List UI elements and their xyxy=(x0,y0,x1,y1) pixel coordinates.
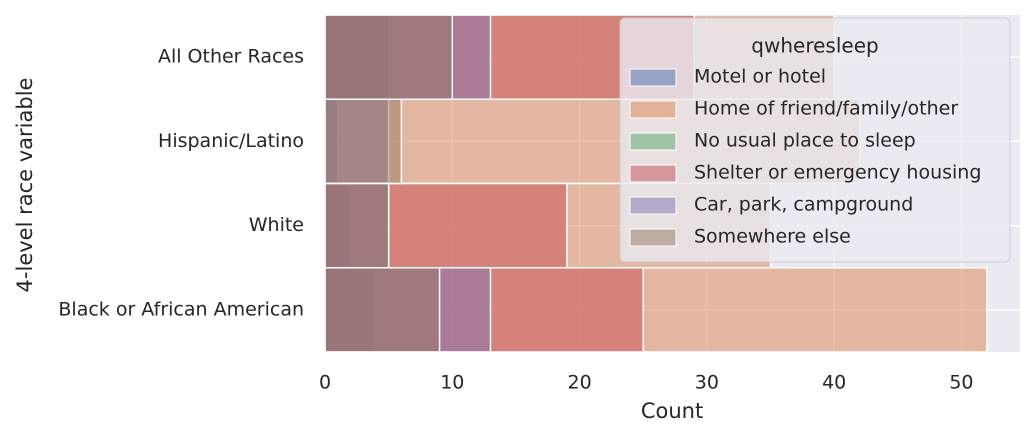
legend-swatch xyxy=(629,196,677,215)
x-tick-label: 40 xyxy=(822,372,846,394)
bar xyxy=(324,182,390,269)
legend-label: Shelter or emergency housing xyxy=(694,162,981,184)
legend-label: Home of friend/family/other xyxy=(694,98,958,120)
y-tick-label: All Other Races xyxy=(158,46,304,68)
y-tick-label: Hispanic/Latino xyxy=(158,130,304,152)
legend-box xyxy=(619,17,1011,263)
y-tick-label: White xyxy=(249,214,304,236)
x-tick-label: 30 xyxy=(695,372,719,394)
legend-label: No usual place to sleep xyxy=(694,130,916,152)
legend: qwheresleep Motel or hotel Home of friend… xyxy=(619,17,1011,263)
x-axis-label: Count xyxy=(641,399,703,423)
legend-label: Motel or hotel xyxy=(694,66,826,88)
x-tick-label: 10 xyxy=(440,372,464,394)
legend-label: Car, park, campground xyxy=(694,194,913,216)
legend-label: Somewhere else xyxy=(694,226,851,248)
x-tick-label: 20 xyxy=(567,372,591,394)
legend-swatch xyxy=(629,68,677,87)
bar xyxy=(324,98,403,185)
legend-title: qwheresleep xyxy=(751,34,878,58)
legend-swatch xyxy=(629,132,677,151)
bar xyxy=(324,14,454,100)
legend-swatch xyxy=(629,164,677,183)
bar xyxy=(324,267,441,353)
legend-swatch xyxy=(629,228,677,247)
y-axis-label: 4-level race variable xyxy=(13,78,37,293)
legend-swatch xyxy=(629,100,677,119)
x-tick-label: 50 xyxy=(949,372,973,394)
y-tick-label: Black or African American xyxy=(58,298,304,320)
x-tick-label: 0 xyxy=(319,372,331,394)
